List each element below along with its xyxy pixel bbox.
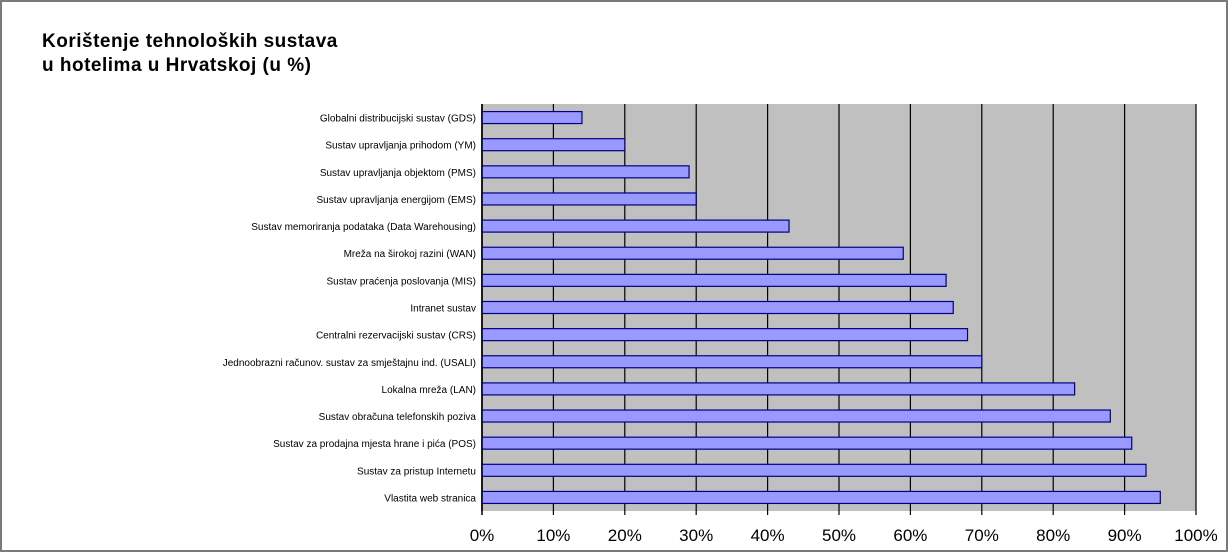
x-tick-label: 40% xyxy=(751,526,785,545)
bar xyxy=(481,219,790,233)
bar xyxy=(481,246,904,260)
category-label: Centralni rezervacijski sustav (CRS) xyxy=(316,331,476,342)
x-tick-label: 20% xyxy=(608,526,642,545)
bar xyxy=(481,382,1076,396)
bar xyxy=(481,490,1161,505)
x-tick-label: 60% xyxy=(893,526,927,545)
bar xyxy=(481,273,947,287)
chart-title: Korištenje tehnoloških sustava u hotelim… xyxy=(42,30,338,78)
bar xyxy=(481,355,983,369)
bar xyxy=(481,192,697,206)
category-label: Mreža na širokoj razini (WAN) xyxy=(344,249,476,260)
category-label: Sustav upravljanja prihodom (YM) xyxy=(325,141,476,152)
x-tick-label: 100% xyxy=(1174,526,1217,545)
x-tick-label: 0% xyxy=(470,526,495,545)
bar-layer xyxy=(481,110,1161,505)
x-tick-label: 10% xyxy=(536,526,570,545)
bar xyxy=(481,110,583,125)
x-tick-label: 90% xyxy=(1108,526,1142,545)
x-tick-label: 50% xyxy=(822,526,856,545)
category-label: Globalni distribucijski sustav (GDS) xyxy=(320,114,476,125)
bar xyxy=(481,165,690,179)
bar xyxy=(481,409,1111,423)
category-labels: Globalni distribucijski sustav (GDS) Sust… xyxy=(223,114,477,505)
category-label: Sustav upravljanja energijom (EMS) xyxy=(316,195,476,206)
category-label: Sustav obračuna telefonskih poziva xyxy=(319,412,477,423)
bar xyxy=(481,300,954,315)
category-label: Lokalna mreža (LAN) xyxy=(382,385,476,396)
category-label: Sustav za prodajna mjesta hrane i pića (… xyxy=(273,439,476,450)
category-label: Sustav upravljanja objektom (PMS) xyxy=(320,168,476,179)
bar xyxy=(481,138,626,152)
category-label: Sustav memoriranja podataka (Data Wareho… xyxy=(251,222,476,233)
bar xyxy=(481,436,1133,450)
chart-title-line-2: u hotelima u Hrvatskoj (u %) xyxy=(42,55,312,76)
x-tick-label: 80% xyxy=(1036,526,1070,545)
x-tick-labels: 0% 10% 20% 30% 40% 50% 60% 70% 80% 90% 100% xyxy=(470,526,1218,545)
category-label: Intranet sustav xyxy=(410,304,476,315)
x-tick-label: 70% xyxy=(965,526,999,545)
chart-title-line-1: Korištenje tehnoloških sustava xyxy=(42,31,338,52)
category-label: Jednoobrazni računov. sustav za smještaj… xyxy=(223,358,476,369)
x-tick-label: 30% xyxy=(679,526,713,545)
bar xyxy=(481,463,1147,477)
category-label: Sustav praćenja poslovanja (MIS) xyxy=(326,276,476,287)
category-label: Vlastita web stranica xyxy=(384,493,476,504)
bar xyxy=(481,328,969,342)
category-label: Sustav za pristup Internetu xyxy=(357,466,476,477)
